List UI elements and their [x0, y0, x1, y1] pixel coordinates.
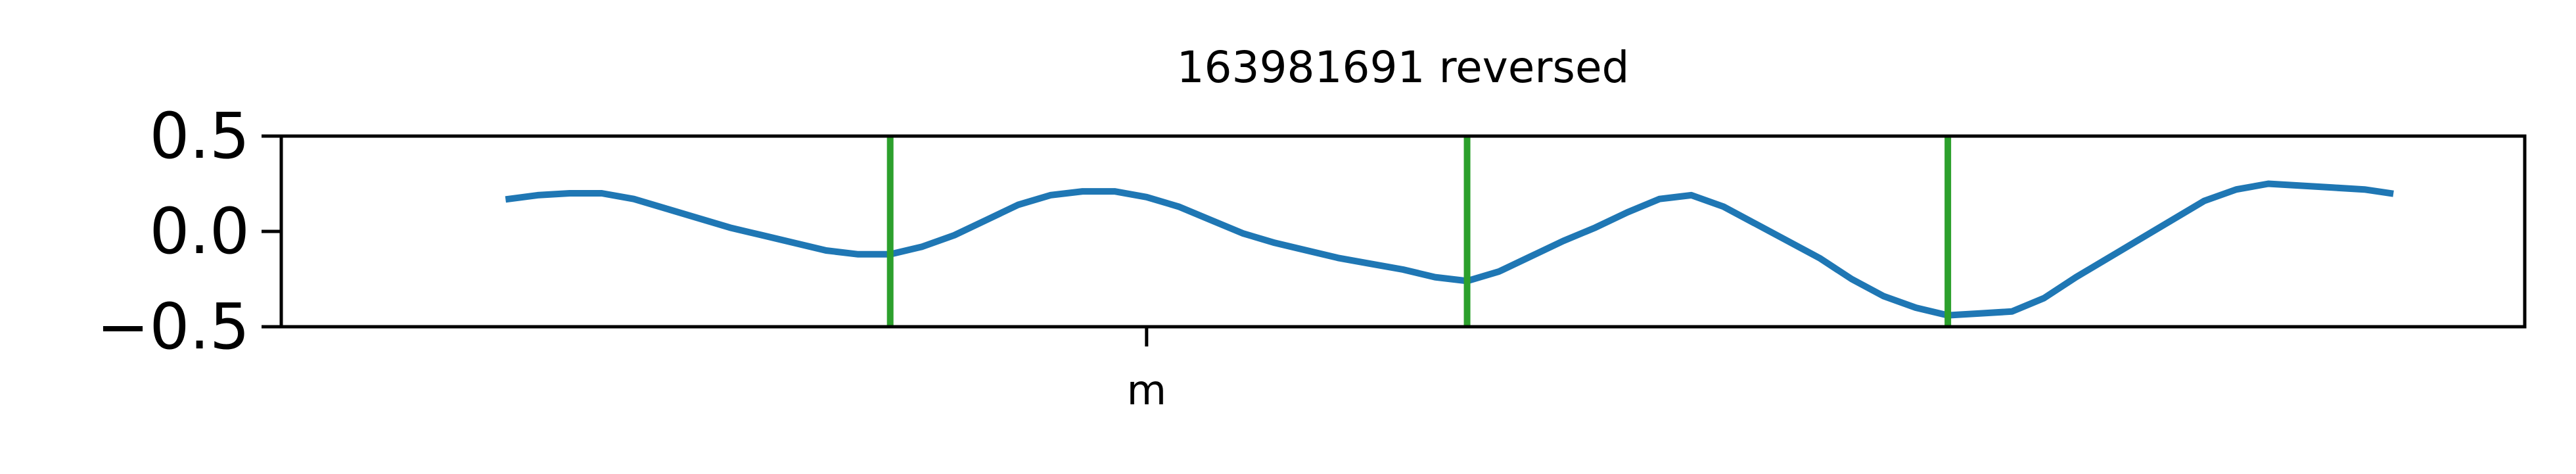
axes: 0.5 0.0 −0.5 m	[97, 99, 2527, 414]
y-tick-label-0: 0.5	[149, 99, 250, 173]
y-tick-label-1: 0.0	[149, 195, 250, 268]
series-line-0	[505, 180, 2394, 319]
chart-title: 163981691 reversed	[1177, 42, 1630, 93]
plot-frame	[279, 134, 2527, 329]
y-tick-label-2: −0.5	[97, 290, 250, 364]
x-tick-label-0: m	[1127, 366, 1166, 414]
plot-area	[505, 136, 2394, 327]
